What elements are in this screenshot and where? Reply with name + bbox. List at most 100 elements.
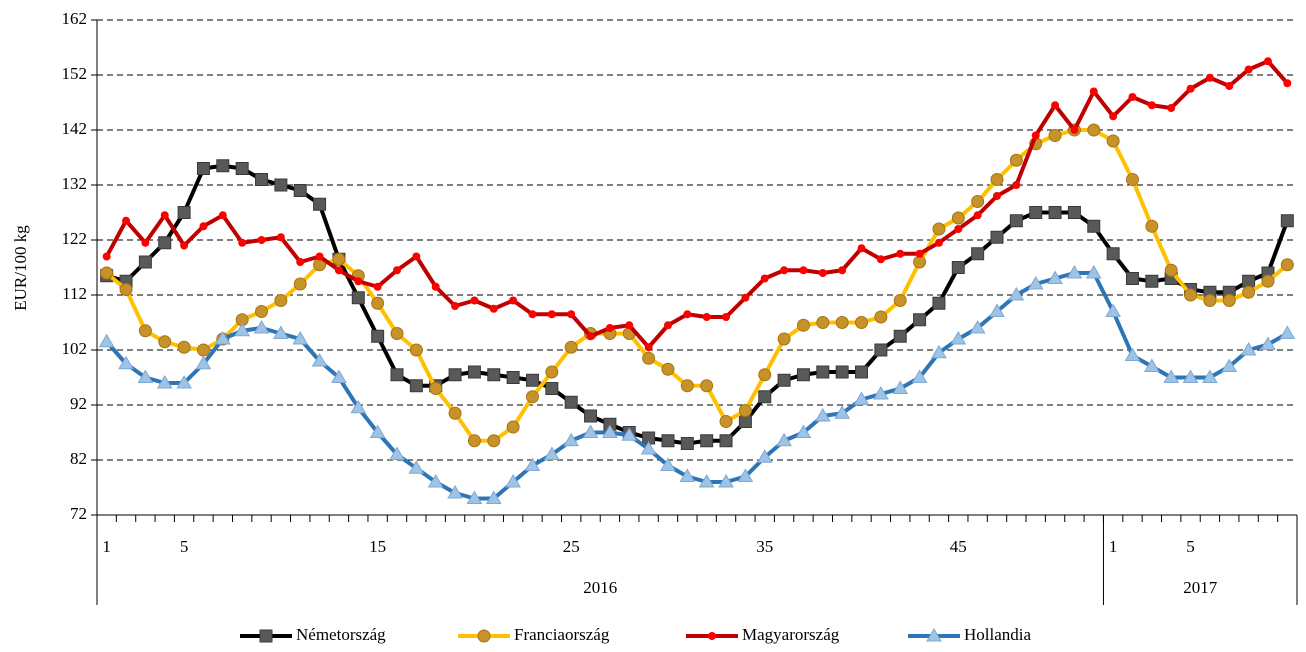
x-tick-label: 1: [102, 537, 111, 556]
data-point: [255, 305, 269, 318]
legend-marker: [477, 629, 491, 643]
data-point: [1182, 369, 1199, 383]
y-tick-label: 102: [62, 339, 88, 358]
data-point: [776, 432, 792, 447]
data-point: [160, 211, 169, 220]
data-point: [973, 211, 982, 220]
data-point: [855, 365, 869, 379]
data-point: [199, 222, 208, 231]
y-tick-label: 92: [70, 394, 87, 413]
data-point: [661, 362, 675, 376]
data-point: [719, 434, 733, 448]
data-point: [389, 446, 405, 460]
data-point: [1184, 288, 1198, 302]
data-point: [525, 373, 539, 387]
data-point: [138, 324, 152, 338]
legend-label: Németország: [296, 625, 386, 644]
data-point: [893, 294, 907, 307]
data-point: [1051, 101, 1060, 110]
data-point: [409, 343, 423, 357]
data-point: [1009, 214, 1023, 228]
legend-label: Magyarország: [742, 625, 840, 644]
y-tick-label: 82: [70, 449, 87, 468]
data-point: [218, 211, 227, 220]
data-point: [567, 310, 576, 319]
data-point: [931, 344, 947, 359]
data-point: [777, 332, 791, 346]
data-point: [989, 303, 1005, 317]
data-point: [1105, 303, 1121, 317]
data-point: [273, 325, 289, 339]
data-point: [835, 316, 849, 329]
data-point: [932, 222, 946, 236]
data-point: [1029, 206, 1043, 219]
data-point: [1128, 93, 1137, 101]
data-point: [354, 277, 363, 286]
data-point: [814, 408, 831, 422]
data-point: [1225, 82, 1234, 90]
data-point: [700, 434, 714, 448]
data-point: [950, 331, 967, 345]
data-point: [98, 333, 115, 348]
data-point: [1027, 276, 1044, 290]
data-point: [780, 266, 789, 275]
data-point: [913, 313, 927, 327]
group-label: 2017: [1183, 578, 1218, 597]
data-point: [1240, 342, 1257, 356]
data-point: [1279, 325, 1296, 339]
data-point: [876, 255, 885, 264]
data-point: [838, 266, 847, 275]
data-point: [487, 434, 501, 448]
data-point: [640, 441, 657, 455]
data-point: [313, 197, 327, 211]
x-tick-label: 5: [180, 537, 189, 556]
data-point: [257, 236, 266, 244]
data-point: [855, 316, 869, 329]
data-point: [816, 365, 830, 379]
data-point: [255, 173, 269, 186]
data-point: [737, 468, 754, 482]
data-point: [1222, 294, 1236, 307]
data-point: [1085, 265, 1102, 279]
data-point: [332, 252, 346, 266]
data-point: [990, 173, 1004, 186]
data-point: [177, 340, 191, 354]
data-point: [799, 266, 808, 275]
data-point: [371, 329, 385, 343]
data-point: [679, 468, 696, 482]
data-point: [621, 427, 638, 441]
data-point: [1125, 173, 1139, 186]
data-point: [971, 247, 985, 261]
data-point: [448, 406, 462, 420]
data-point: [932, 296, 946, 310]
data-point: [586, 332, 595, 341]
data-point: [292, 331, 309, 345]
data-point: [741, 293, 750, 302]
data-point: [489, 304, 498, 313]
data-point: [451, 302, 460, 310]
x-tick-label: 45: [950, 537, 967, 556]
data-point: [466, 490, 483, 504]
data-point: [390, 368, 404, 382]
data-point: [1109, 112, 1118, 121]
data-point: [467, 365, 481, 379]
data-point: [393, 266, 401, 275]
data-point: [1260, 336, 1276, 350]
y-tick-label: 162: [62, 9, 88, 28]
data-point: [485, 490, 502, 504]
data-point: [1186, 84, 1195, 93]
data-point: [683, 310, 692, 319]
legend-item: Németország: [240, 625, 386, 644]
data-point: [334, 266, 343, 275]
data-point: [137, 369, 154, 383]
data-point: [1066, 265, 1083, 279]
data-point: [234, 322, 251, 337]
data-point: [1202, 369, 1218, 383]
data-point: [1070, 126, 1079, 134]
data-point: [196, 343, 210, 357]
data-point: [971, 195, 985, 208]
data-point: [680, 379, 694, 393]
data-point: [1048, 129, 1062, 142]
data-point: [1067, 206, 1081, 219]
